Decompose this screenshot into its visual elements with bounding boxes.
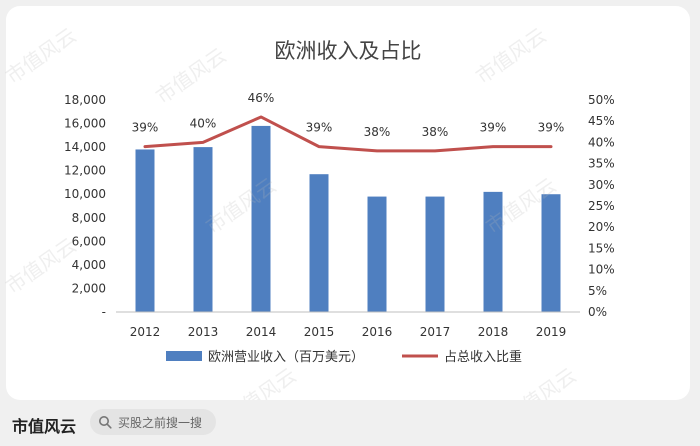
- x-tick-label: 2015: [304, 325, 335, 339]
- line-data-label: 38%: [364, 125, 391, 139]
- chart-svg: 欧洲收入及占比 - 2,000 4,000 6,000 8,000 10,000 12,000…: [64, 39, 615, 365]
- line-data-label: 39%: [480, 121, 507, 135]
- y-left-tick-label: 6,000: [72, 234, 106, 248]
- x-tick-label: 2017: [420, 325, 451, 339]
- bar-2015: [309, 174, 329, 312]
- bar-2014: [251, 125, 271, 313]
- y-right-tick-label: 15%: [588, 241, 615, 255]
- legend-label-line: 占总收入比重: [444, 349, 522, 365]
- legend-label-bars: 欧洲营业收入（百万美元）: [208, 350, 364, 365]
- line-data-label: 39%: [306, 121, 333, 135]
- chart-title: 欧洲收入及占比: [275, 39, 422, 63]
- y-left-tick-label: -: [102, 305, 106, 319]
- y-left-tick-label: 10,000: [64, 187, 106, 201]
- y-left-tick-label: 4,000: [72, 258, 106, 272]
- y-right-tick-label: 25%: [588, 199, 615, 213]
- bar-2017: [425, 196, 445, 312]
- legend-swatch-bars: [166, 351, 202, 361]
- line-data-label: 40%: [190, 116, 217, 130]
- bar-2016: [367, 196, 387, 312]
- chart-card: 欧洲收入及占比 - 2,000 4,000 6,000 8,000 10,000 12,000…: [6, 6, 690, 400]
- line-data-label: 46%: [248, 91, 275, 105]
- bar-2013: [193, 147, 213, 312]
- search-icon: [99, 416, 112, 429]
- line-data-label: 38%: [422, 125, 449, 139]
- y-left-tick-label: 14,000: [64, 140, 106, 154]
- y-right-tick-label: 50%: [588, 93, 615, 107]
- y-right-tick-label: 20%: [588, 220, 615, 234]
- x-tick-label: 2019: [536, 325, 567, 339]
- x-tick-label: 2012: [130, 325, 161, 339]
- x-tick-label: 2013: [188, 325, 219, 339]
- bar-2012: [135, 149, 155, 312]
- y-left-tick-label: 12,000: [64, 164, 106, 178]
- x-tick-label: 2018: [478, 325, 509, 339]
- y-left-tick-label: 8,000: [72, 211, 106, 225]
- line-share-of-revenue: [143, 115, 553, 153]
- bar-2019: [541, 194, 561, 312]
- y-right-tick-label: 0%: [588, 305, 607, 319]
- y-right-tick-label: 30%: [588, 178, 615, 192]
- search-placeholder: 买股之前搜一搜: [118, 416, 203, 430]
- y-right-tick-label: 40%: [588, 135, 615, 149]
- y-left-tick-label: 18,000: [64, 93, 106, 107]
- y-right-tick-label: 45%: [588, 114, 615, 128]
- y-right-tick-label: 35%: [588, 157, 615, 171]
- x-tick-label: 2014: [246, 325, 277, 339]
- y-right-tick-label: 5%: [588, 284, 607, 298]
- x-tick-label: 2016: [362, 325, 393, 339]
- line-data-label: 39%: [132, 121, 159, 135]
- bar-2018: [483, 191, 503, 312]
- y-left-tick-label: 2,000: [72, 281, 106, 295]
- footer-bar: 市值风云 买股之前搜一搜: [0, 400, 700, 446]
- brand-logo[interactable]: 市值风云: [12, 417, 77, 436]
- search-bar[interactable]: 买股之前搜一搜: [90, 409, 216, 435]
- line-data-label: 39%: [538, 121, 565, 135]
- y-left-tick-label: 16,000: [64, 117, 106, 131]
- y-right-tick-label: 10%: [588, 263, 615, 277]
